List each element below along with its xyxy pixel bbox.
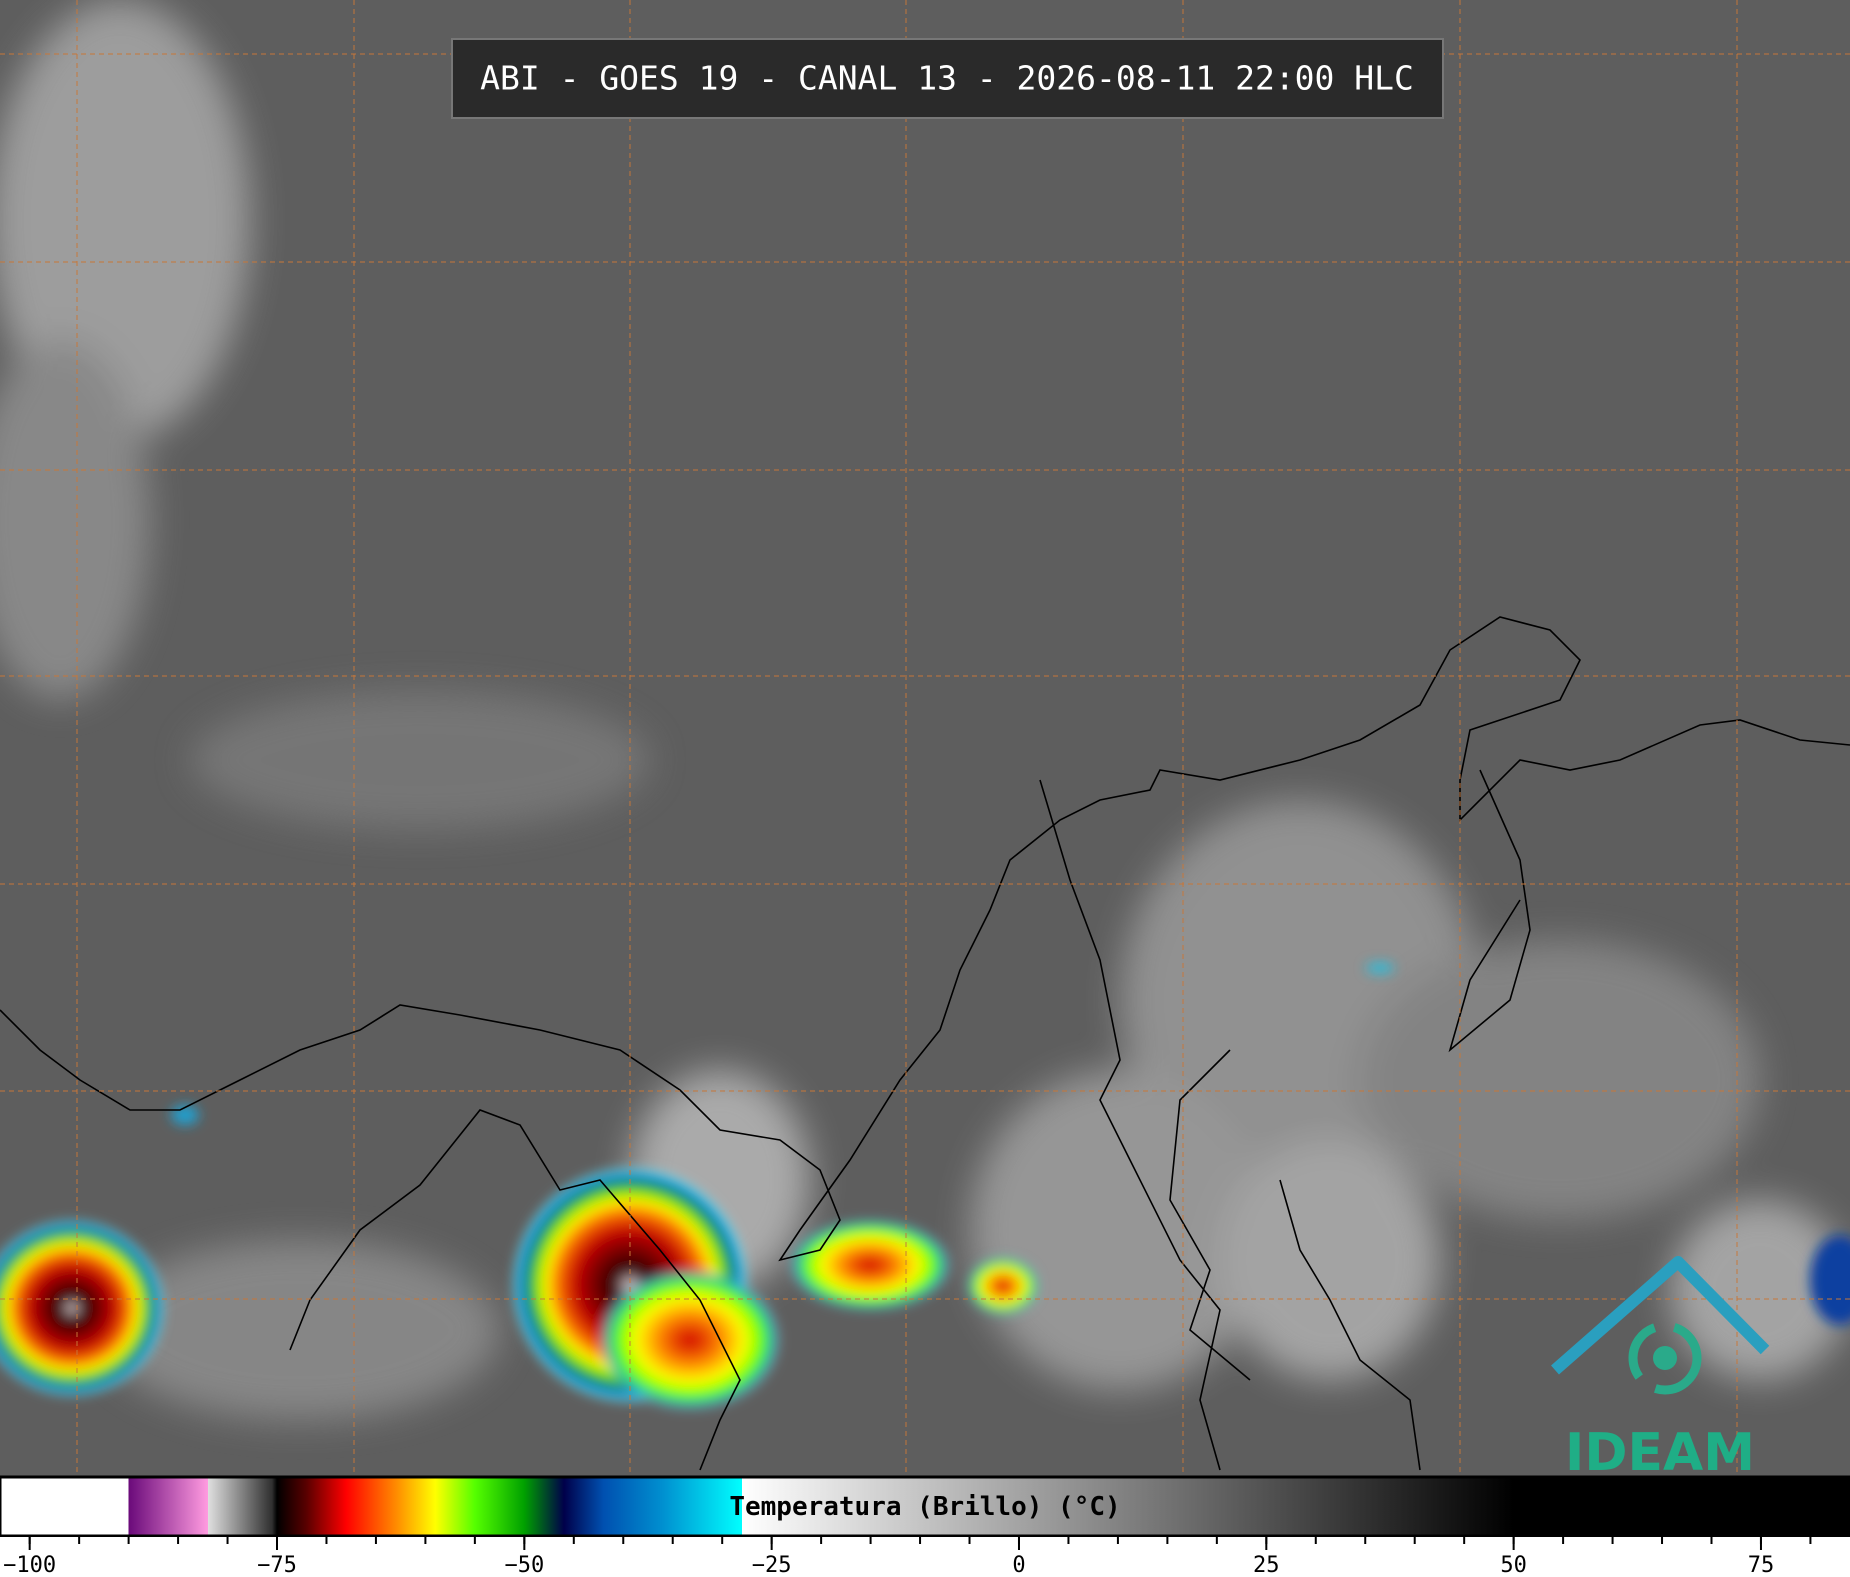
colorbar-ramp	[0, 1475, 1850, 1538]
tick-label: 50	[1500, 1553, 1527, 1577]
title-box: ABI - GOES 19 - CANAL 13 - 2026-08-11 22…	[451, 38, 1444, 119]
colorbar-background	[0, 1537, 1850, 1577]
logo-text: IDEAM	[1565, 1423, 1755, 1483]
tick-label: −50	[504, 1553, 544, 1577]
tick-label: 25	[1253, 1553, 1280, 1577]
tick-label: 0	[1012, 1553, 1025, 1577]
tick-label: −25	[752, 1553, 792, 1577]
colorbar: Temperatura (Brillo) (°C) −100 −75 −50 −25 0 2…	[0, 1475, 1850, 1577]
colorbar-label: Temperatura (Brillo) (°C)	[729, 1492, 1120, 1522]
tick-label: −75	[257, 1553, 297, 1577]
title: ABI - GOES 19 - CANAL 13 - 2026-08-11 22…	[480, 59, 1414, 98]
tick-label: −100	[3, 1553, 56, 1577]
tick-label: 75	[1748, 1553, 1775, 1577]
graticule	[0, 0, 1850, 1477]
logo: IDEAM	[1551, 1256, 1770, 1483]
satellite-image	[0, 0, 1850, 1477]
